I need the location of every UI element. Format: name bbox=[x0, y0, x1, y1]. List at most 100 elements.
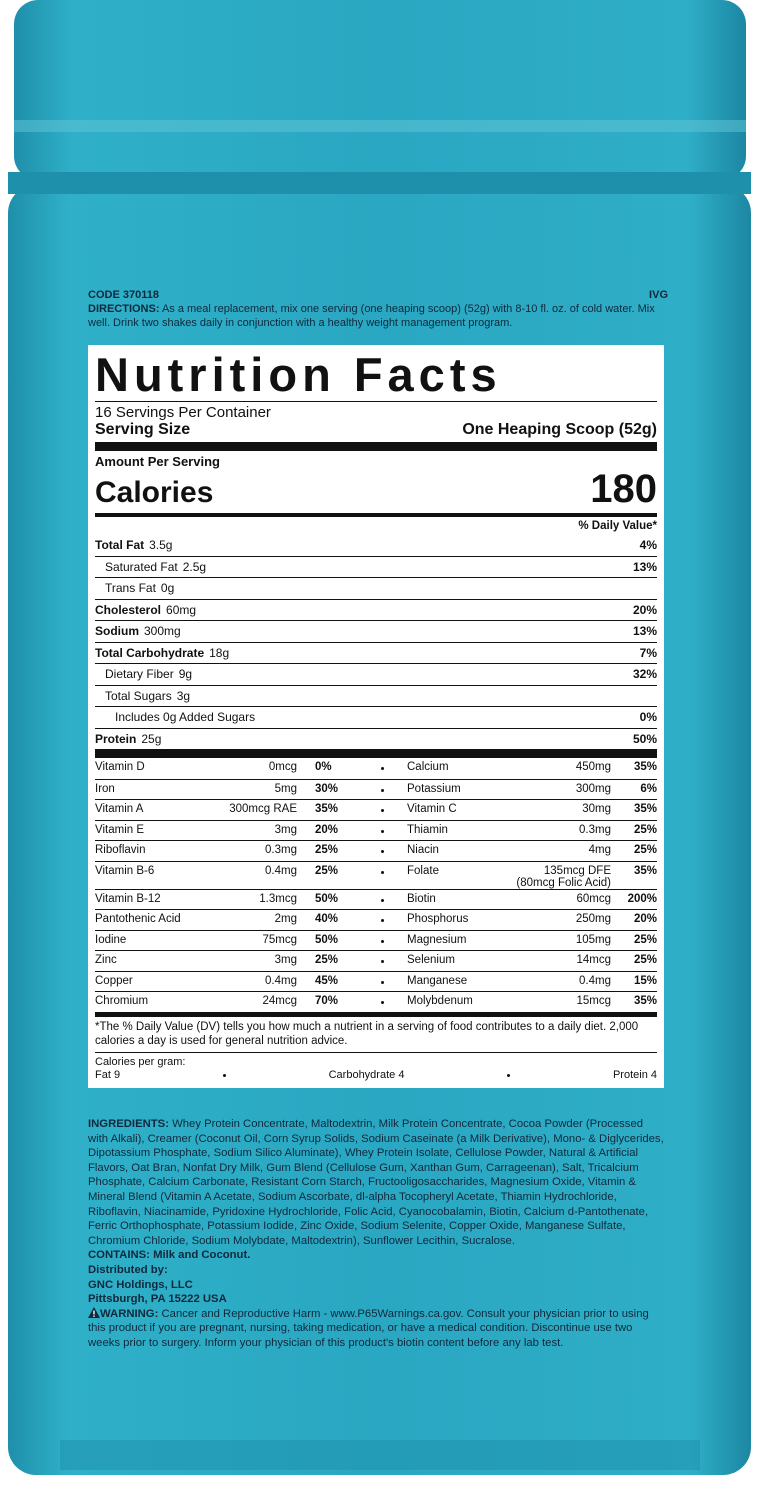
vitamin-dv: 50% bbox=[315, 892, 339, 905]
vitamin-amount: 250mg bbox=[575, 913, 611, 925]
vitamin-amount: 30mg bbox=[582, 803, 611, 815]
vitamin-row: Vitamin B-6 0.4mg 25% Folate 135mcg DFE (80mc… bbox=[95, 860, 657, 889]
nutrient-name: Total Carbohydrate bbox=[95, 645, 205, 660]
vitamin-amount: 60mcg bbox=[576, 892, 611, 905]
vitamin-amount-cell: 14mcg bbox=[515, 954, 611, 966]
cpg-fat: Fat 9 bbox=[95, 1068, 121, 1081]
contains-label: CONTAINS: bbox=[88, 1249, 150, 1262]
nutrient-row: Trans Fat 0g bbox=[95, 577, 657, 599]
nutrient-dv: 4% bbox=[639, 538, 657, 553]
lid-band bbox=[8, 172, 751, 194]
warning-icon bbox=[88, 1306, 100, 1318]
serving-size-label: Serving Size bbox=[95, 421, 191, 438]
distributor-address: Pittsburgh, PA 15222 USA bbox=[88, 1293, 227, 1306]
vitamin-amount-cell: 1.3mcg bbox=[207, 893, 297, 905]
vitamin-amount-cell: 30mg bbox=[515, 803, 611, 815]
vitamin-name: Magnesium bbox=[407, 933, 467, 946]
brand-mark: IVG bbox=[649, 289, 668, 301]
ingredients-label: INGREDIENTS: bbox=[88, 1118, 169, 1130]
cpg-row: Fat 9 Carbohydrate 4 Protein 4 bbox=[95, 1069, 657, 1082]
vitamin-amount-cell: 0.4mg bbox=[207, 975, 297, 987]
nutrient-name: Cholesterol bbox=[95, 602, 162, 617]
vitamin-amount-cell: 60mcg bbox=[515, 893, 611, 905]
vitamin-name: Iodine bbox=[95, 933, 127, 946]
vitamin-name: Iron bbox=[95, 782, 115, 795]
nutrient-left: Cholesterol 60mg bbox=[95, 603, 196, 617]
calories-per-gram: Calories per gram: Fat 9 Carbohydrate 4 … bbox=[95, 1051, 657, 1082]
nutrient-row: Total Fat 3.5g 4% bbox=[95, 535, 657, 556]
container-lid bbox=[14, 0, 746, 180]
nutrient-name: Includes 0g Added Sugars bbox=[115, 710, 256, 725]
vitamin-dv: 20% bbox=[315, 823, 339, 836]
vitamin-amount: 0.4mg bbox=[265, 864, 297, 877]
serving-size-row: Serving Size One Heaping Scoop (52g) bbox=[95, 421, 657, 451]
vitamin-amount: 3mg bbox=[274, 823, 297, 836]
separator bbox=[357, 844, 407, 853]
contains: CONTAINS: Milk and Coconut. bbox=[88, 1248, 666, 1263]
vitamin-amount-cell: 3mg bbox=[207, 954, 297, 966]
vitamin-dv: 25% bbox=[633, 823, 657, 836]
vitamin-name: Selenium bbox=[407, 954, 455, 966]
vitamin-name: Calcium bbox=[407, 761, 449, 773]
vitamin-amount-cell: 300mcg RAE bbox=[207, 803, 297, 815]
nutrient-amount: 3g bbox=[176, 688, 191, 703]
distributor-name: GNC Holdings, LLC bbox=[88, 1278, 193, 1291]
vitamin-amount-cell: 0.4mg bbox=[207, 865, 297, 877]
cpg-carbohydrate: Carbohydrate 4 bbox=[328, 1068, 405, 1081]
nutrient-dv: 7% bbox=[639, 645, 657, 660]
vitamin-dv: 35% bbox=[633, 803, 657, 815]
vitamin-amount: 300mg bbox=[575, 782, 611, 795]
nutrient-dv: 20% bbox=[632, 602, 657, 617]
vitamin-dv: 35% bbox=[633, 761, 657, 773]
directions: DIRECTIONS: As a meal replacement, mix o… bbox=[88, 302, 668, 330]
label-title: Nutrition Facts bbox=[95, 349, 657, 402]
directions-text: As a meal replacement, mix one serving (… bbox=[88, 303, 655, 329]
vitamin-row: Riboflavin 0.3mg 25% Niacin 4mg 25% bbox=[95, 840, 657, 861]
vitamin-dv: 20% bbox=[633, 913, 657, 925]
vitamin-row: Pantothenic Acid 2mg 40% Phosphorus 250mg 20% bbox=[95, 909, 657, 930]
nutrient-left: Sodium 300mg bbox=[95, 624, 181, 638]
nutrient-dv: 13% bbox=[632, 559, 657, 574]
vitamin-amount-cell: 5mg bbox=[207, 783, 297, 795]
vitamin-dv: 35% bbox=[633, 864, 657, 877]
nutrient-left: Includes 0g Added Sugars bbox=[95, 710, 255, 724]
separator bbox=[357, 824, 407, 833]
vitamin-name: Vitamin B-12 bbox=[95, 892, 161, 905]
vitamin-row: Vitamin B-12 1.3mcg 50% Biotin 60mcg 200% bbox=[95, 888, 657, 910]
vitamin-amount: 5mg bbox=[274, 782, 297, 795]
vitamin-amount-cell: 0.3mg bbox=[207, 844, 297, 856]
servings: 16 Servings Per Container bbox=[95, 404, 271, 421]
ingredients-text: Whey Protein Concentrate, Maltodextrin, … bbox=[88, 1118, 664, 1247]
vitamin-amount: 3mg bbox=[274, 954, 297, 966]
calories-row: Calories 180 bbox=[95, 469, 657, 517]
nutrient-name: Total Sugars bbox=[105, 688, 172, 703]
vitamin-name: Manganese bbox=[407, 974, 468, 987]
cpg-label: Calories per gram: bbox=[95, 1055, 186, 1068]
vitamin-amount-cell: 75mcg bbox=[207, 934, 297, 946]
nutrient-dv: 50% bbox=[632, 731, 657, 746]
vitamin-amount: 75mcg bbox=[262, 933, 297, 946]
vitamin-dv: 25% bbox=[315, 864, 339, 877]
daily-value-header: % Daily Value* bbox=[578, 520, 657, 532]
vitamin-dv: 6% bbox=[640, 782, 657, 795]
vitamin-amount-cell: 450mg bbox=[515, 761, 611, 773]
nutrient-row: Sodium 300mg 13% bbox=[95, 620, 657, 642]
separator bbox=[357, 934, 407, 943]
amount-per-serving: Amount Per Serving bbox=[95, 454, 220, 469]
nutrient-row: Cholesterol 60mg 20% bbox=[95, 598, 657, 621]
vitamin-name: Biotin bbox=[407, 892, 436, 905]
top-text: CODE 370118 IVG DIRECTIONS: As a meal re… bbox=[88, 288, 668, 330]
vitamin-amount-cell: 3mg bbox=[207, 824, 297, 836]
nutrient-name: Saturated Fat bbox=[105, 559, 178, 574]
vitamin-dv: 70% bbox=[315, 995, 339, 1007]
vitamin-name: Vitamin B-6 bbox=[95, 864, 155, 877]
vitamins: Vitamin D 0mcg 0% Calcium 450mg 35% Iron 5mg 30%… bbox=[95, 758, 657, 1012]
code-row: CODE 370118 IVG bbox=[88, 288, 668, 302]
nutrient-left: Total Fat 3.5g bbox=[95, 538, 172, 552]
nutrient-amount: 0g bbox=[160, 581, 175, 596]
separator bbox=[507, 1073, 511, 1077]
cpg-protein: Protein 4 bbox=[612, 1068, 657, 1081]
nutrient-amount: 3.5g bbox=[149, 538, 173, 553]
vitamin-dv: 50% bbox=[315, 933, 339, 946]
separator bbox=[222, 1073, 226, 1077]
